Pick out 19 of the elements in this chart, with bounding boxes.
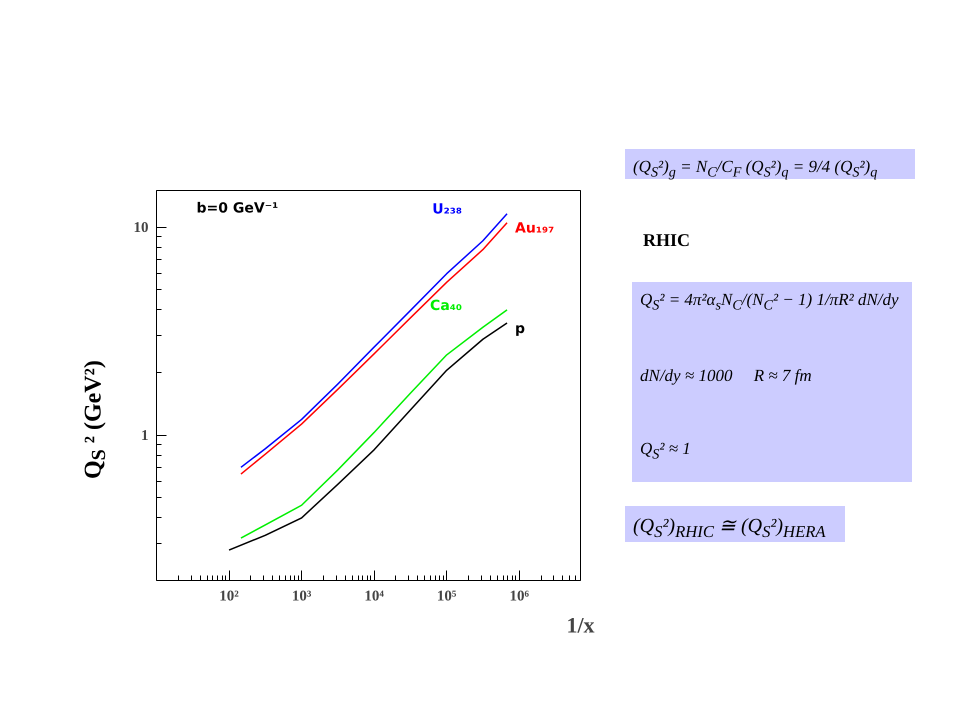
series-label: Ca₄₀ [430, 298, 462, 314]
x-tick-label: 10⁵ [436, 588, 457, 604]
text: dN/dy ≈ 1000 R ≈ 7 fm [640, 366, 812, 386]
x-tick-label: 10⁴ [364, 588, 384, 604]
x-tick-label: 10³ [292, 588, 312, 604]
annotation: b=0 GeV⁻¹ [196, 200, 278, 216]
series-label: p [515, 320, 526, 337]
text: (Q$_{S}$²)$_{RHIC}$ ≅ (Q$_{S}$²)$_{HERA}$ [633, 514, 826, 543]
text: U₂₃₈ [432, 202, 462, 218]
text: Q$_{S}$² ≈ 1 [640, 439, 691, 462]
x-tick-label: 10² [219, 588, 240, 604]
y-tick-label: 10 [134, 220, 148, 236]
text: Q$_{S}$² = 4π²α$_{s}$N$_{C}$/(N$_{C}$² − 1) 1/πR² dN/dy [640, 290, 899, 314]
text: (Q$_{S}$²)$_{g}$ = N$_{C}$/C$_{F}$ (Q$_{S}$²)$_{q}$ = 9/4 (Q$_{S}$²)$_{q}$ [633, 157, 878, 180]
x-tick-label: 10⁶ [509, 588, 530, 604]
text: RHIC [643, 230, 690, 250]
x-axis-title: 1/x [566, 612, 595, 638]
series-label: Au₁₉₇ [515, 220, 554, 237]
y-tick-label: 1 [141, 428, 148, 444]
